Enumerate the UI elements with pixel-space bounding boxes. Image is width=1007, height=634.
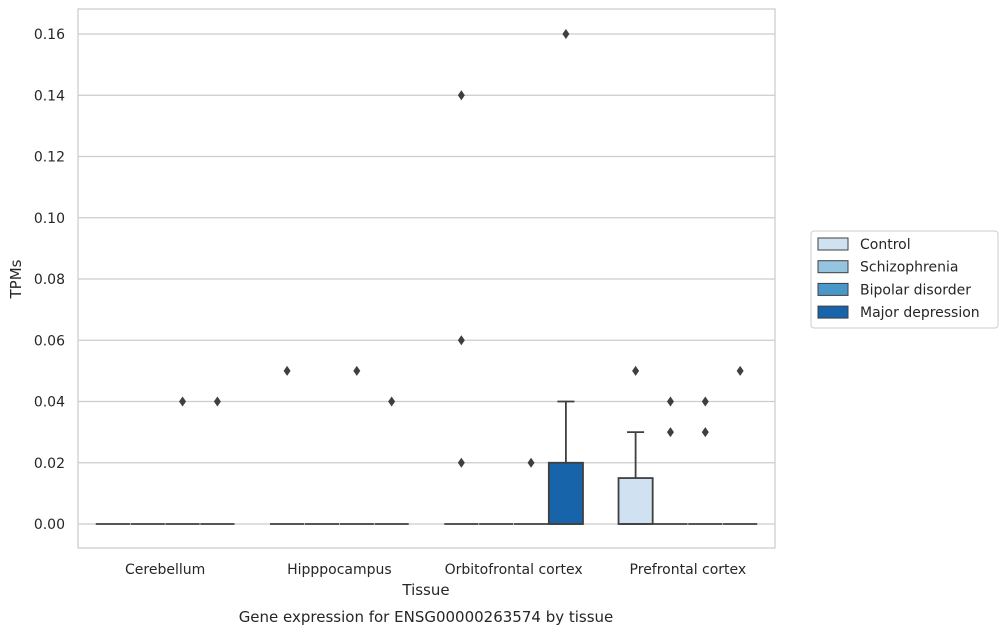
y-tick-label: 0.00	[34, 517, 65, 533]
outlier-point	[701, 396, 709, 407]
outlier-point	[666, 396, 674, 407]
x-tick-label: Prefrontal cortex	[630, 562, 747, 578]
outlier-point	[388, 396, 396, 407]
legend-frame	[810, 230, 999, 329]
y-tick-label: 0.12	[34, 150, 65, 166]
x-tick-label: Orbitofrontal cortex	[445, 562, 583, 578]
outlier-point	[701, 427, 709, 438]
chart-caption: Gene expression for ENSG00000263574 by t…	[239, 608, 614, 626]
legend-item: Bipolar disorder	[817, 282, 971, 298]
legend-item: Schizophrenia	[817, 260, 958, 276]
y-tick-label: 0.06	[34, 333, 65, 349]
outlier-point	[736, 365, 744, 376]
legend-label: Control	[860, 237, 911, 253]
outlier-point	[179, 396, 187, 407]
outlier-point	[527, 457, 535, 468]
outlier-point	[562, 29, 570, 39]
y-tick-label: 0.02	[34, 456, 65, 472]
boxes	[95, 400, 758, 525]
outlier-point	[457, 457, 465, 468]
legend-label: Schizophrenia	[860, 260, 958, 276]
grid-lines	[78, 33, 775, 525]
outlier-point	[353, 365, 361, 376]
outlier-point	[283, 365, 291, 376]
box-body	[547, 461, 584, 525]
y-tick-label: 0.10	[34, 211, 65, 227]
outliers	[179, 29, 744, 468]
legend-label: Major depression	[860, 305, 980, 321]
outlier-point	[632, 365, 640, 376]
outlier-point	[457, 335, 465, 346]
y-tick-label: 0.08	[34, 272, 65, 288]
legend-swatch	[817, 237, 849, 251]
legend-item: Control	[817, 237, 911, 253]
outlier-point	[666, 427, 674, 438]
legend: Control Schizophrenia Bipolar disorder Majo…	[810, 230, 999, 329]
plot-frame	[77, 8, 776, 549]
y-axis-title: TPMs	[7, 259, 25, 299]
box	[617, 431, 654, 525]
legend-swatch	[817, 305, 849, 319]
y-tick-label: 0.16	[34, 27, 65, 43]
box-body	[617, 477, 654, 525]
y-tick-label: 0.04	[34, 395, 65, 411]
outlier-point	[457, 90, 465, 101]
y-tick-labels: 0.00 0.02 0.04 0.06 0.08 0.10 0.12 0.14 0.16	[34, 27, 65, 533]
x-tick-label: Cerebellum	[125, 562, 205, 578]
box	[547, 400, 584, 525]
y-tick-label: 0.14	[34, 88, 65, 104]
legend-swatch	[817, 260, 849, 274]
legend-swatch	[817, 282, 849, 296]
x-tick-label: Hipppocampus	[287, 562, 392, 578]
x-tick-labels: Cerebellum Hipppocampus Orbitofrontal cort…	[125, 562, 746, 578]
legend-label: Bipolar disorder	[860, 282, 971, 298]
legend-item: Major depression	[817, 305, 980, 321]
outlier-point	[213, 396, 221, 407]
x-axis-title: Tissue	[401, 581, 449, 599]
